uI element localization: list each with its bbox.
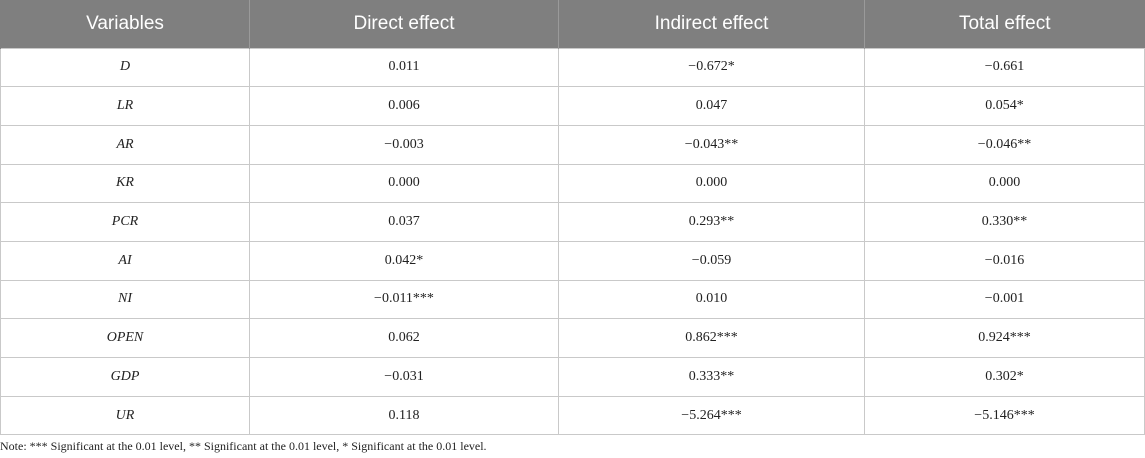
table-row: PCR 0.037 0.293** 0.330** bbox=[0, 202, 1145, 242]
direct-effect-cell: 0.118 bbox=[249, 395, 559, 436]
variable-cell: KR bbox=[0, 163, 250, 204]
total-effect-cell: 0.330** bbox=[864, 202, 1145, 242]
indirect-effect-cell: 0.293** bbox=[558, 202, 865, 242]
direct-effect-cell: 0.042* bbox=[249, 240, 559, 281]
indirect-effect-cell: 0.862*** bbox=[558, 318, 865, 358]
direct-effect-cell: −0.031 bbox=[249, 357, 559, 397]
header-indirect-effect: Indirect effect bbox=[558, 0, 865, 48]
table-row: AI 0.042* −0.059 −0.016 bbox=[0, 240, 1145, 281]
variable-cell: GDP bbox=[0, 357, 250, 397]
table-row: AR −0.003 −0.043** −0.046** bbox=[0, 124, 1145, 165]
direct-effect-cell: 0.037 bbox=[249, 202, 559, 242]
indirect-effect-cell: −0.043** bbox=[558, 124, 865, 165]
variable-cell: AR bbox=[0, 124, 250, 165]
table-body: D 0.011 −0.672* −0.661 LR 0.006 0.047 0.… bbox=[0, 47, 1145, 436]
total-effect-cell: −5.146*** bbox=[864, 395, 1145, 436]
effects-table: Variables Direct effect Indirect effect … bbox=[0, 0, 1145, 436]
direct-effect-cell: 0.006 bbox=[249, 86, 559, 126]
table-row: LR 0.006 0.047 0.054* bbox=[0, 86, 1145, 126]
indirect-effect-cell: 0.047 bbox=[558, 86, 865, 126]
table-header: Variables Direct effect Indirect effect … bbox=[0, 0, 1145, 48]
indirect-effect-cell: −5.264*** bbox=[558, 395, 865, 436]
table-row: OPEN 0.062 0.862*** 0.924*** bbox=[0, 318, 1145, 358]
indirect-effect-cell: −0.059 bbox=[558, 240, 865, 281]
table-row: UR 0.118 −5.264*** −5.146*** bbox=[0, 395, 1145, 436]
table-row: D 0.011 −0.672* −0.661 bbox=[0, 47, 1145, 88]
indirect-effect-cell: 0.000 bbox=[558, 163, 865, 204]
header-direct-effect: Direct effect bbox=[249, 0, 559, 48]
variable-cell: AI bbox=[0, 240, 250, 281]
total-effect-cell: −0.001 bbox=[864, 279, 1145, 320]
total-effect-cell: 0.924*** bbox=[864, 318, 1145, 358]
variable-cell: PCR bbox=[0, 202, 250, 242]
indirect-effect-cell: 0.333** bbox=[558, 357, 865, 397]
variable-cell: UR bbox=[0, 395, 250, 436]
header-total-effect: Total effect bbox=[864, 0, 1145, 48]
variable-cell: NI bbox=[0, 279, 250, 320]
variable-cell: OPEN bbox=[0, 318, 250, 358]
total-effect-cell: −0.661 bbox=[864, 47, 1145, 88]
direct-effect-cell: 0.011 bbox=[249, 47, 559, 88]
table-row: KR 0.000 0.000 0.000 bbox=[0, 163, 1145, 204]
total-effect-cell: 0.000 bbox=[864, 163, 1145, 204]
header-variables: Variables bbox=[0, 0, 250, 48]
results-table-container: Variables Direct effect Indirect effect … bbox=[0, 0, 1145, 436]
table-row: GDP −0.031 0.333** 0.302* bbox=[0, 357, 1145, 397]
direct-effect-cell: 0.062 bbox=[249, 318, 559, 358]
indirect-effect-cell: 0.010 bbox=[558, 279, 865, 320]
direct-effect-cell: −0.003 bbox=[249, 124, 559, 165]
total-effect-cell: −0.016 bbox=[864, 240, 1145, 281]
total-effect-cell: 0.302* bbox=[864, 357, 1145, 397]
header-row: Variables Direct effect Indirect effect … bbox=[0, 0, 1145, 48]
total-effect-cell: 0.054* bbox=[864, 86, 1145, 126]
variable-cell: D bbox=[0, 47, 250, 88]
variable-cell: LR bbox=[0, 86, 250, 126]
total-effect-cell: −0.046** bbox=[864, 124, 1145, 165]
direct-effect-cell: −0.011*** bbox=[249, 279, 559, 320]
table-row: NI −0.011*** 0.010 −0.001 bbox=[0, 279, 1145, 320]
direct-effect-cell: 0.000 bbox=[249, 163, 559, 204]
indirect-effect-cell: −0.672* bbox=[558, 47, 865, 88]
table-note: Note: *** Significant at the 0.01 level,… bbox=[0, 439, 487, 453]
